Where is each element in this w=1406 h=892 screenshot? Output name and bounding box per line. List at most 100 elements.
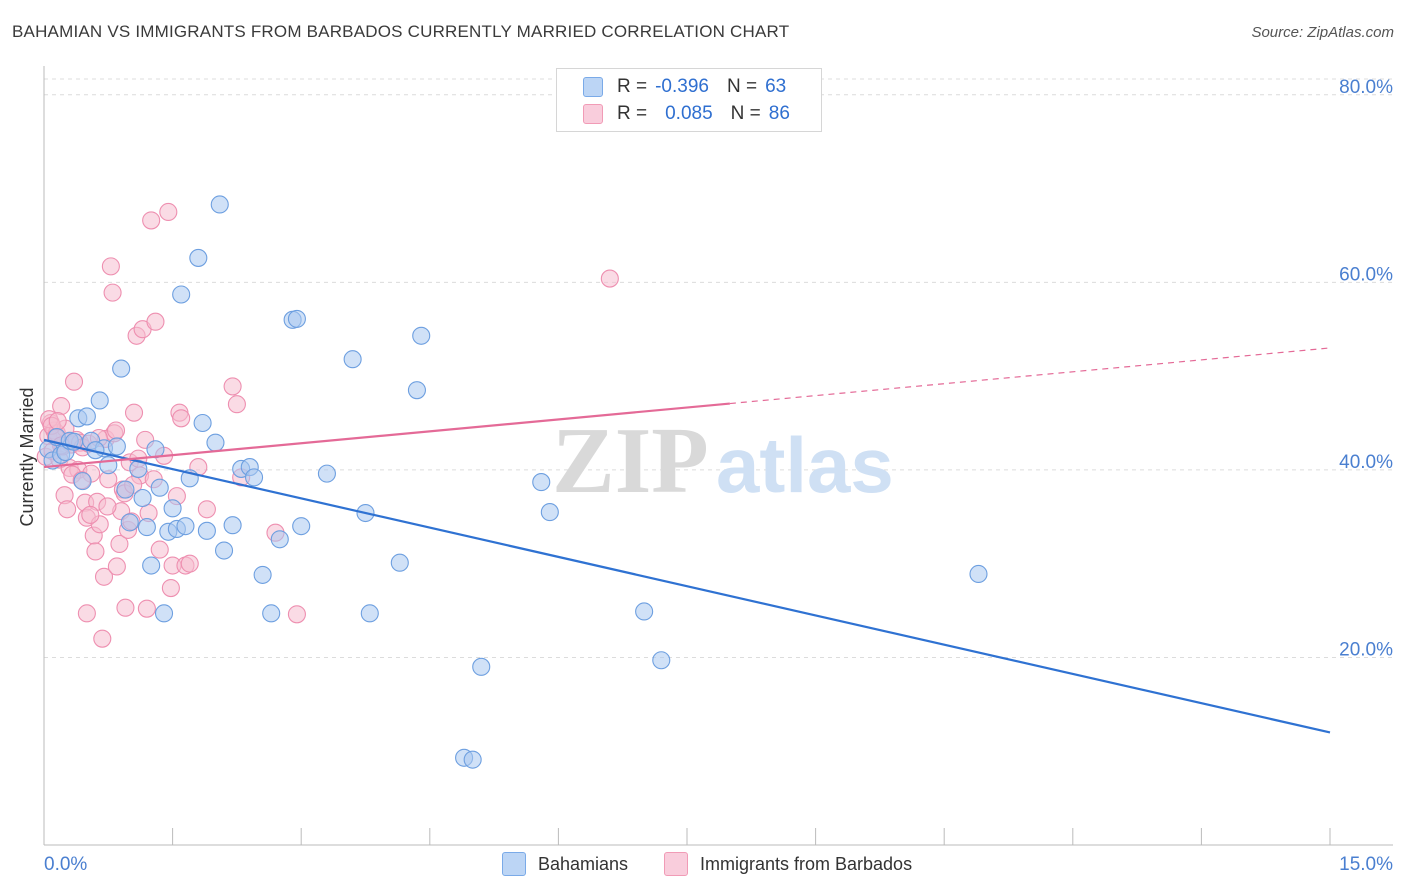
y-tick-label: 60.0%	[1339, 264, 1393, 285]
bottom-legend-label: Bahamians	[538, 853, 629, 874]
point-bahamians	[112, 359, 131, 378]
point-bahamians	[210, 195, 229, 214]
legend-n-value: 86	[768, 103, 790, 124]
point-barbados	[64, 372, 84, 391]
point-barbados	[107, 557, 126, 576]
point-barbados	[94, 567, 114, 586]
point-bahamians	[262, 604, 281, 623]
point-bahamians	[463, 750, 482, 769]
point-bahamians	[214, 541, 234, 560]
x-tick-label: 0.0%	[44, 854, 87, 875]
point-barbados	[142, 211, 161, 230]
point-barbados	[172, 409, 191, 428]
point-barbados	[86, 542, 105, 561]
point-bahamians	[472, 657, 491, 676]
point-barbados	[116, 598, 135, 617]
point-bahamians	[120, 513, 139, 532]
point-bahamians	[163, 499, 182, 518]
point-bahamians	[137, 518, 156, 537]
point-barbados	[52, 397, 71, 416]
point-bahamians	[407, 381, 426, 400]
point-barbados	[227, 395, 246, 414]
chart-title: BAHAMIAN VS IMMIGRANTS FROM BARBADOS CUR…	[12, 22, 790, 41]
bottom-legend-bahamians: Bahamians	[502, 852, 628, 876]
point-bahamians	[969, 564, 988, 584]
legend-row-bahamians: R = -0.396 N = 63	[583, 75, 786, 99]
point-barbados	[98, 497, 117, 516]
point-barbados	[77, 604, 96, 623]
point-bahamians	[412, 326, 431, 345]
point-bahamians	[107, 437, 126, 456]
point-barbados	[180, 554, 199, 573]
x-tick-label: 15.0%	[1339, 854, 1393, 875]
point-bahamians	[154, 604, 174, 623]
point-barbados	[103, 283, 122, 302]
point-bahamians	[176, 517, 195, 536]
point-bahamians	[116, 480, 135, 499]
point-barbados	[159, 202, 178, 222]
legend-row-barbados: R = 0.085 N = 86	[583, 102, 790, 126]
point-bahamians	[317, 464, 336, 483]
watermark-zip: ZIP	[552, 409, 709, 513]
point-bahamians	[206, 433, 225, 452]
tick-labels: 20.0% 40.0% 60.0% 80.0% 0.0% 15.0% Currently M…	[17, 77, 1393, 875]
point-bahamians	[77, 407, 96, 426]
point-barbados	[161, 578, 180, 598]
legend-swatch-pink	[583, 104, 603, 124]
point-barbados	[48, 412, 67, 431]
stats-legend: R = -0.396 N = 63 R = 0.085 N = 86	[556, 68, 822, 132]
trend-lines	[43, 347, 1331, 734]
bottom-legend-barbados: Immigrants from Barbados	[664, 852, 912, 876]
point-bahamians	[253, 565, 272, 584]
point-bahamians	[142, 556, 161, 575]
legend-n-value: 63	[765, 76, 787, 97]
y-axis-label: Currently Married	[17, 387, 37, 526]
legend-r-value: 0.085	[665, 103, 713, 124]
point-bahamians	[540, 503, 559, 522]
trend-line-barbados	[43, 402, 730, 469]
point-bahamians	[150, 478, 169, 497]
point-bahamians	[287, 309, 306, 328]
point-bahamians	[223, 516, 242, 535]
point-barbados	[146, 312, 165, 331]
point-bahamians	[73, 472, 92, 491]
point-barbados	[600, 269, 619, 288]
y-tick-label: 80.0%	[1339, 77, 1393, 98]
point-bahamians	[360, 604, 379, 623]
bottom-legend-swatch-pink	[664, 852, 688, 876]
point-barbados	[58, 500, 77, 519]
legend-n-label: N =	[730, 103, 761, 124]
watermark-atlas: atlas	[716, 421, 894, 509]
point-bahamians	[270, 530, 289, 549]
point-bahamians	[172, 285, 191, 304]
series-bahamians	[39, 195, 988, 769]
point-bahamians	[532, 473, 551, 492]
trend-line-bahamians	[43, 438, 1331, 734]
legend-n-label: N =	[726, 76, 758, 97]
point-bahamians	[292, 517, 311, 536]
point-bahamians	[197, 521, 216, 540]
y-tick-label: 40.0%	[1339, 452, 1393, 473]
source-label: Source: ZipAtlas.com	[1251, 24, 1394, 41]
watermark: ZIP atlas	[552, 409, 894, 513]
point-bahamians	[189, 248, 208, 267]
point-barbados	[106, 421, 126, 440]
legend-swatch-blue	[583, 77, 603, 97]
point-bahamians	[652, 651, 671, 670]
point-barbados	[223, 377, 242, 396]
point-barbados	[287, 605, 306, 624]
point-barbados	[197, 500, 216, 519]
point-bahamians	[390, 553, 409, 572]
point-bahamians	[244, 468, 264, 487]
point-bahamians	[99, 456, 118, 475]
legend-r-value: -0.396	[655, 76, 709, 97]
legend-r-label: R =	[617, 76, 648, 97]
point-bahamians	[343, 350, 362, 369]
bottom-legend-label: Immigrants from Barbados	[700, 853, 913, 874]
axes	[43, 66, 1393, 846]
point-bahamians	[635, 602, 654, 621]
series-immigrants-from-barbados	[36, 202, 619, 648]
point-bahamians	[193, 413, 212, 433]
point-bahamians	[90, 391, 109, 410]
